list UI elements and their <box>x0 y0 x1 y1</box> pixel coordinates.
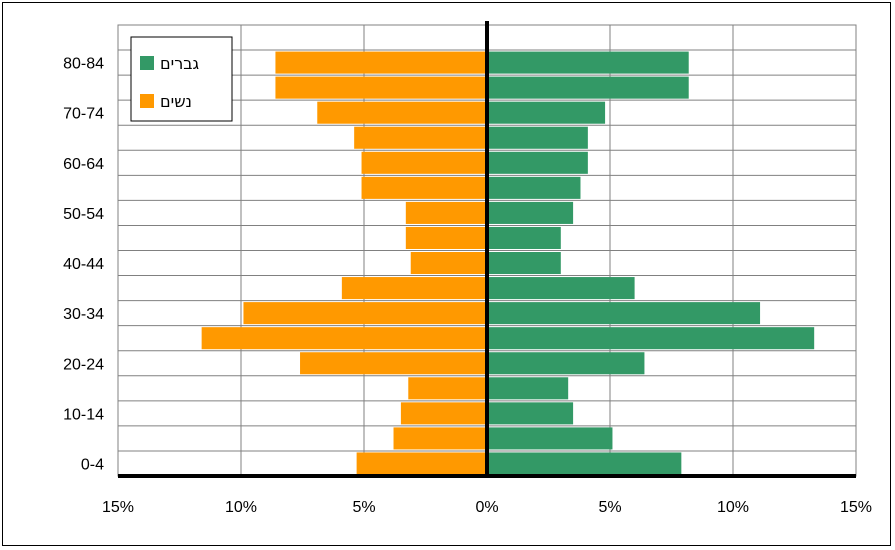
men-bar-55-59 <box>487 176 581 199</box>
women-bar-70-74 <box>317 101 487 124</box>
women-bar-75-79 <box>275 76 487 99</box>
men-bar-0-4 <box>487 452 682 475</box>
legend-swatch <box>140 56 154 70</box>
men-bar-70-74 <box>487 101 606 124</box>
x-tick-label: 15% <box>840 499 872 516</box>
y-tick-labels: 0-4 10-14 20-24 30-34 40-44 50-54 60-64 70-74 80… <box>63 56 104 474</box>
x-tick-label: 5% <box>598 499 621 516</box>
men-bar-10-14 <box>487 402 574 425</box>
legend-swatch <box>140 94 154 108</box>
women-bar-15-19 <box>408 377 487 400</box>
y-tick-label: 10-14 <box>63 406 104 423</box>
men-bar-50-54 <box>487 201 574 224</box>
legend-label: נשים <box>160 92 192 111</box>
gridlines <box>117 24 857 477</box>
men-bar-40-44 <box>487 252 561 275</box>
women-bar-20-24 <box>300 352 487 375</box>
y-tick-label: 50-54 <box>63 206 104 223</box>
x-tick-label: 15% <box>102 499 134 516</box>
women-bar-50-54 <box>405 201 487 224</box>
men-bar-65-69 <box>487 126 588 149</box>
men-bar-20-24 <box>487 352 645 375</box>
women-bar-30-34 <box>243 302 487 325</box>
y-tick-label: 20-24 <box>63 356 104 373</box>
x-tick-label: 0% <box>475 499 498 516</box>
women-bar-5-9 <box>393 427 487 450</box>
y-tick-label: 70-74 <box>63 106 104 123</box>
women-bar-60-64 <box>361 151 487 174</box>
y-tick-label: 60-64 <box>63 156 104 173</box>
y-tick-label: 30-34 <box>63 306 104 323</box>
men-bar-5-9 <box>487 427 613 450</box>
women-bar-0-4 <box>356 452 487 475</box>
women-bar-80-84 <box>275 51 487 74</box>
men-bar-75-79 <box>487 76 689 99</box>
women-bar-25-29 <box>201 327 487 350</box>
women-bar-40-44 <box>410 252 487 275</box>
men-bar-45-49 <box>487 226 561 249</box>
bars <box>201 51 815 475</box>
women-bar-55-59 <box>361 176 487 199</box>
legend: גברים נשים <box>130 36 233 122</box>
axes <box>118 21 856 478</box>
y-tick-label: 40-44 <box>63 256 104 273</box>
men-bar-60-64 <box>487 151 588 174</box>
women-bar-45-49 <box>405 226 487 249</box>
women-bar-10-14 <box>400 402 487 425</box>
men-bar-80-84 <box>487 51 689 74</box>
women-bar-65-69 <box>354 126 487 149</box>
women-bar-35-39 <box>341 277 487 300</box>
men-bar-15-19 <box>487 377 569 400</box>
x-tick-label: 10% <box>717 499 749 516</box>
x-tick-labels: 15% 10% 5% 0% 5% 10% 15% <box>102 499 872 516</box>
men-bar-35-39 <box>487 277 635 300</box>
y-tick-label: 0-4 <box>81 456 104 473</box>
men-bar-30-34 <box>487 302 761 325</box>
men-bar-25-29 <box>487 327 815 350</box>
legend-label: גברים <box>160 54 199 73</box>
x-tick-label: 5% <box>352 499 375 516</box>
y-tick-label: 80-84 <box>63 56 104 73</box>
x-tick-label: 10% <box>225 499 257 516</box>
